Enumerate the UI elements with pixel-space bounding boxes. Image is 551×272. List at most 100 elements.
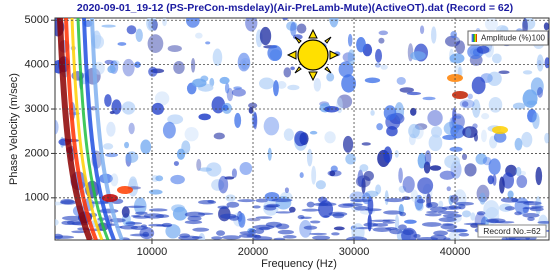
heatmap-blob — [259, 78, 274, 90]
annotation: Record No.=62 — [483, 226, 541, 236]
heatmap-blob — [384, 105, 397, 120]
heatmap-blob — [489, 97, 503, 113]
heatmap-blob — [415, 203, 423, 212]
heatmap-blob — [483, 200, 499, 218]
heatmap-blob — [232, 168, 237, 178]
heatmap-blob — [252, 205, 260, 208]
heatmap-peak — [117, 186, 133, 194]
colorbar-gradient — [471, 34, 477, 42]
heatmap-blob — [298, 215, 305, 219]
heatmap-blob — [515, 138, 523, 151]
heatmap-blob — [255, 228, 264, 234]
heatmap-blob — [323, 215, 329, 217]
heatmap-blob — [523, 70, 532, 74]
heatmap-blob — [103, 143, 113, 149]
heatmap-blob — [148, 34, 164, 53]
heatmap-blob — [232, 88, 246, 96]
heatmap-blob — [309, 233, 327, 235]
heatmap-blob — [537, 87, 543, 98]
heatmap-blob — [470, 212, 475, 220]
heatmap-blob — [379, 31, 388, 36]
heatmap-blob — [217, 206, 229, 209]
heatmap-blob — [426, 211, 438, 213]
heatmap-blob — [514, 211, 522, 215]
heatmap-blob — [365, 208, 382, 211]
heatmap-blob — [413, 234, 420, 238]
heatmap-blob — [264, 117, 279, 136]
heatmap-blob — [517, 201, 534, 203]
heatmap-blob — [348, 34, 353, 47]
heatmap-blob — [395, 150, 399, 158]
heatmap-blob — [485, 17, 498, 31]
heatmap-blob — [410, 51, 426, 60]
heatmap-blob — [123, 59, 135, 77]
heatmap-blob — [449, 117, 454, 129]
heatmap-blob — [324, 131, 335, 143]
heatmap-blob — [362, 142, 371, 145]
heatmap-blob — [459, 233, 470, 237]
heatmap-peak — [452, 91, 468, 99]
heatmap-blob — [156, 224, 171, 226]
heatmap-blob — [530, 207, 544, 211]
x-tick-label: 30000 — [339, 246, 370, 258]
heatmap-blob — [198, 233, 205, 245]
heatmap-blob — [51, 219, 58, 225]
heatmap-blob — [249, 229, 256, 232]
heatmap-blob — [334, 227, 345, 231]
colorbar-max: 100 — [532, 34, 546, 43]
colorbar-label: Amplitude (%) — [481, 34, 532, 43]
heatmap-blob — [307, 149, 313, 167]
heatmap-blob — [52, 120, 59, 134]
heatmap-blob — [331, 232, 340, 235]
heatmap-blob — [433, 230, 448, 235]
heatmap-blob — [127, 206, 146, 208]
heatmap-blob — [378, 38, 384, 44]
heatmap-blob — [304, 226, 318, 230]
heatmap-blob — [133, 216, 151, 219]
heatmap-blob — [163, 122, 176, 139]
heatmap-blob — [462, 101, 468, 107]
heatmap-blob — [195, 33, 202, 39]
heatmap-blob — [417, 199, 425, 204]
heatmap-blob — [462, 154, 467, 160]
heatmap-blob — [110, 173, 118, 186]
heatmap-blob — [455, 37, 459, 41]
heatmap-blob — [386, 126, 398, 136]
heatmap-blob — [343, 203, 363, 206]
heatmap-blob — [527, 217, 534, 221]
heatmap-blob — [535, 196, 541, 214]
heatmap-blob — [472, 123, 477, 128]
heatmap-blob — [382, 219, 395, 221]
heatmap-blob — [343, 136, 353, 153]
heatmap-blob — [438, 211, 459, 214]
x-axis-label: Frequency (Hz) — [261, 258, 337, 270]
heatmap-blob — [468, 94, 473, 100]
heatmap-blob — [404, 220, 417, 224]
heatmap-blob — [152, 20, 158, 31]
heatmap-blob — [544, 22, 549, 30]
x-tick-label: 10000 — [137, 246, 168, 258]
heatmap-blob — [106, 122, 115, 137]
heatmap-blob — [278, 230, 294, 235]
heatmap-blob — [450, 195, 459, 203]
heatmap-blob — [271, 198, 292, 202]
heatmap-blob — [375, 184, 381, 194]
heatmap-blob — [472, 77, 486, 95]
heatmap-blob — [101, 25, 115, 28]
heatmap-blob — [383, 210, 402, 214]
heatmap-blob — [407, 92, 421, 95]
heatmap-blob — [136, 29, 143, 42]
heatmap-blob — [60, 200, 76, 205]
heatmap-blob — [148, 67, 157, 77]
heatmap-blob — [440, 171, 455, 180]
colorbar: Amplitude (%) 100 — [468, 31, 548, 45]
heatmap-blob — [521, 132, 532, 147]
heatmap-blob — [266, 204, 280, 208]
heatmap-blob — [234, 113, 241, 128]
heatmap-blob — [372, 223, 388, 227]
heatmap-blob — [192, 228, 209, 232]
heatmap-blob — [168, 45, 182, 52]
heatmap-blob — [450, 53, 465, 63]
heatmap-blob — [537, 54, 544, 71]
heatmap-blob — [535, 167, 542, 185]
